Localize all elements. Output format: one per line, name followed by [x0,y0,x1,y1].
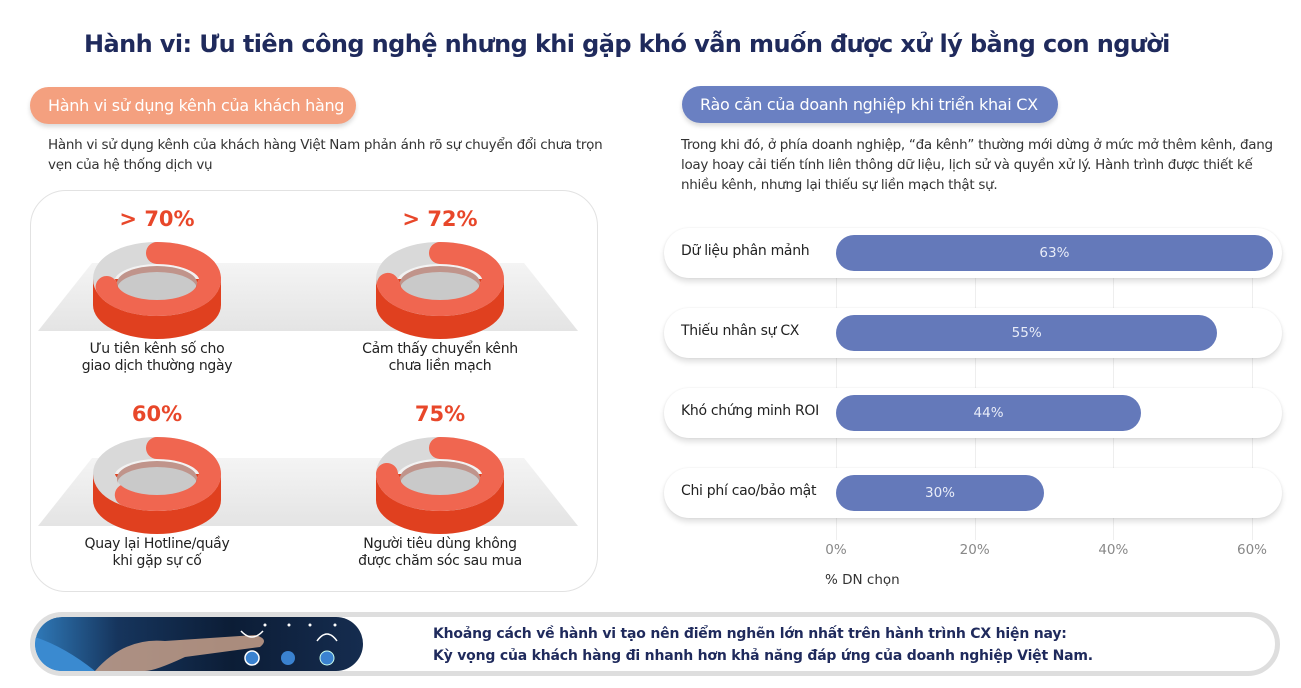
donut-label: khi gặp sự cố [112,553,202,569]
donut-value: 75% [414,402,466,426]
section-pill-customer-behavior: Hành vi sử dụng kênh của khách hàng [30,87,356,124]
x-tick-label: 60% [1236,542,1267,558]
bar-data-label: 63% [1039,245,1070,261]
gridline [1113,230,1115,540]
gridline [974,230,976,540]
touchscreen-hand-image [35,617,363,671]
x-tick-label: 20% [959,542,990,558]
donut-label: giao dịch thường ngày [81,358,233,374]
business-barriers-description: Trong khi đó, ở phía doanh nghiệp, “đa k… [681,137,1273,193]
x-tick-label: 40% [1098,542,1129,558]
bar-data-label: 30% [924,485,955,501]
donut-ring [376,242,505,339]
bar: 44% [836,395,1142,431]
donut-label: Quay lại Hotline/quầy [84,536,230,552]
donut-label: Ưu tiên kênh số cho [89,341,225,357]
donut-card [30,190,598,592]
bar-category-label: Khó chứng minh ROI [681,403,819,419]
bar-category-label: Chi phí cao/bảo mật [681,483,817,499]
gridline [1252,230,1253,540]
page-title: Hành vi: Ưu tiên công nghệ nhưng khi gặp… [84,30,1170,58]
donut-filled-arc [376,437,505,512]
donut-value: > 70% [119,207,195,231]
x-axis-label: % DN chọn [825,572,900,588]
donut-ring [93,242,221,339]
x-tick-label: 0% [825,542,847,558]
donut-label: Cảm thấy chuyển kênh [362,341,518,357]
bar: 30% [836,475,1044,511]
banner-line-2: Kỳ vọng của khách hàng đi nhanh hơn khả … [433,648,1093,664]
rating-icons [35,623,338,671]
bar: 55% [836,315,1218,351]
section-pill-business-barriers: Rào cản của doanh nghiệp khi triển khai … [682,86,1058,123]
gridline [836,230,837,540]
donut-value: 60% [131,402,183,426]
bar-data-label: 55% [1011,325,1042,341]
bar: 63% [836,235,1273,271]
bar-data-label: 44% [973,405,1004,421]
donut-value: > 72% [402,207,478,231]
donut-label: được chăm sóc sau mua [358,553,522,569]
donut-filled-arc [95,242,221,317]
donut-ring [376,437,505,534]
bar-category-label: Thiếu nhân sự CX [681,323,800,339]
donut-filled-arc [376,242,505,316]
donut-label: Người tiêu dùng không [363,536,517,552]
banner-line-1: Khoảng cách về hành vi tạo nên điểm nghẽ… [433,626,1067,642]
bar-category-label: Dữ liệu phân mảnh [681,243,810,259]
donut-filled-arc [114,437,222,512]
customer-behavior-description: Hành vi sử dụng kênh của khách hàng Việt… [48,137,603,173]
bottom-banner: Khoảng cách về hành vi tạo nên điểm nghẽ… [30,612,1280,676]
donut-ring [93,437,222,534]
donut-label: chưa liền mạch [388,358,492,374]
